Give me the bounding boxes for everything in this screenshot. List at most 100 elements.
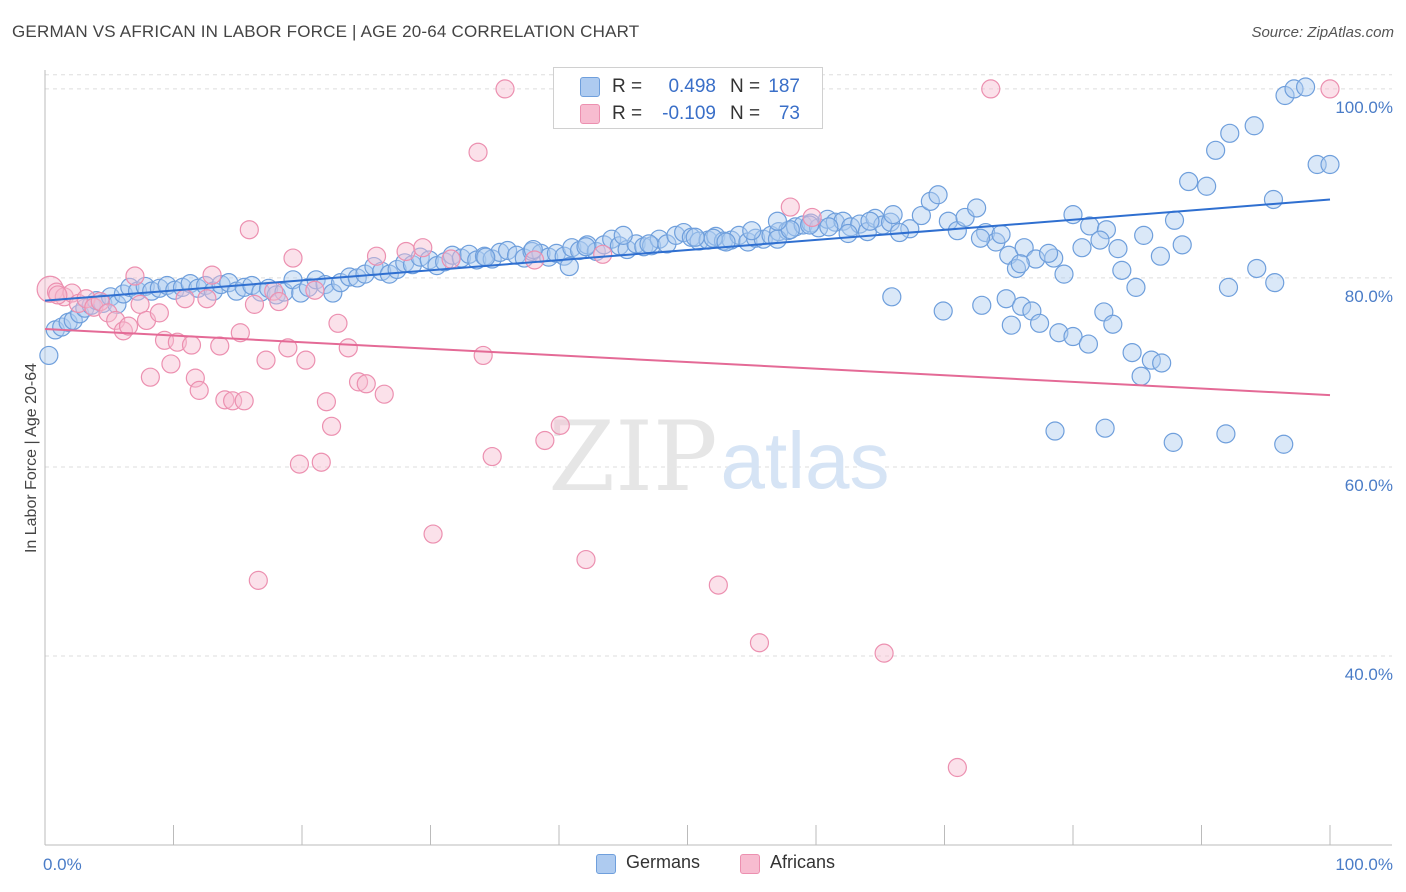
german-point xyxy=(1029,313,1050,333)
german-point xyxy=(1131,366,1151,386)
african-point xyxy=(223,391,243,411)
german-point xyxy=(685,227,705,247)
german-point xyxy=(476,247,496,267)
x-tick-label-end: 100.0% xyxy=(1335,855,1393,874)
african-point xyxy=(316,392,337,412)
african-point xyxy=(244,294,265,314)
axes xyxy=(44,70,1392,846)
african-point xyxy=(269,291,289,312)
african-point xyxy=(374,384,394,404)
german-point xyxy=(1001,315,1021,335)
german-point xyxy=(613,225,633,245)
african-point xyxy=(338,338,358,358)
grid-lines xyxy=(45,74,1392,657)
african-point xyxy=(981,79,1001,99)
african-point xyxy=(524,250,545,270)
african-point xyxy=(708,575,728,595)
german-point xyxy=(928,185,948,205)
german-point xyxy=(1197,176,1217,196)
german-point xyxy=(1090,230,1110,250)
african-point xyxy=(874,643,894,663)
legend-n-german: 187 xyxy=(768,76,800,97)
german-point xyxy=(1045,421,1065,441)
african-point xyxy=(576,549,596,570)
african-point xyxy=(550,415,570,435)
german-point xyxy=(1152,353,1172,373)
african-point xyxy=(256,350,276,370)
legend-r-label: R = xyxy=(612,103,643,124)
legend-swatch-african xyxy=(580,104,600,124)
bottom-legend-swatch-african xyxy=(740,854,760,874)
german-point xyxy=(39,345,59,366)
y-tick-labels: 40.0% 60.0% 80.0% 100.0% xyxy=(1335,98,1393,684)
german-point xyxy=(1011,296,1032,316)
african-point xyxy=(780,197,800,217)
african-point xyxy=(468,142,488,162)
african-point xyxy=(473,345,493,366)
german-point xyxy=(1150,246,1170,266)
german-point xyxy=(970,228,991,248)
african-point xyxy=(535,430,555,451)
legend-swatch-german xyxy=(580,77,600,97)
legend-n-label: N = xyxy=(730,103,761,124)
african-point xyxy=(239,220,259,240)
german-point xyxy=(767,211,788,231)
german-point xyxy=(785,217,806,237)
german-point xyxy=(1103,314,1123,334)
german-point xyxy=(1320,154,1340,175)
african-point xyxy=(348,372,369,392)
german-point xyxy=(666,225,686,245)
german-point xyxy=(634,237,654,257)
german-point xyxy=(972,295,992,315)
german-point xyxy=(1179,171,1199,192)
african-point xyxy=(947,757,967,778)
african-point xyxy=(283,248,303,268)
german-point xyxy=(1265,273,1285,293)
german-point xyxy=(559,256,579,277)
german-point xyxy=(1054,264,1074,284)
german-point xyxy=(742,221,762,241)
german-point xyxy=(883,205,903,225)
german-point xyxy=(490,242,510,263)
german-point xyxy=(1038,243,1059,263)
african-point xyxy=(118,316,139,336)
german-point xyxy=(1122,342,1142,363)
african-point xyxy=(149,303,169,323)
african-point xyxy=(230,323,250,343)
german-point xyxy=(1163,432,1183,452)
african-point xyxy=(289,454,310,474)
german-point xyxy=(1095,418,1115,438)
african-point xyxy=(296,350,316,370)
african-trend-line xyxy=(44,327,1331,397)
german-point xyxy=(1096,220,1117,240)
german-point xyxy=(1063,326,1083,347)
german-point xyxy=(1172,235,1192,255)
german-point xyxy=(1247,258,1267,279)
african-point xyxy=(181,335,202,355)
bottom-legend-label-african: Africans xyxy=(770,852,836,872)
german-point xyxy=(1216,424,1236,444)
african-point xyxy=(356,374,376,394)
source-label: Source: ZipAtlas.com xyxy=(1251,24,1394,41)
watermark: ZIP atlas xyxy=(548,401,889,513)
x-tick-labels: 0.0% 100.0% xyxy=(43,855,1393,874)
german-point xyxy=(1220,123,1240,143)
german-point xyxy=(1112,260,1132,280)
german-point xyxy=(1295,77,1316,97)
legend-r-african: -0.109 xyxy=(662,103,716,124)
german-point xyxy=(562,238,582,258)
german-point xyxy=(882,287,902,307)
african-point xyxy=(413,238,433,258)
german-point xyxy=(817,209,838,229)
african-points xyxy=(36,79,1340,778)
african-point xyxy=(1320,79,1340,99)
african-point xyxy=(130,294,150,314)
german-point xyxy=(865,208,885,228)
german-point xyxy=(1022,301,1042,321)
african-point xyxy=(197,289,217,309)
german-point xyxy=(1126,277,1146,297)
bottom-legend-swatch-german xyxy=(596,854,616,874)
african-point xyxy=(215,390,235,410)
y-tick-label: 60.0% xyxy=(1345,476,1393,495)
german-point xyxy=(996,289,1016,309)
